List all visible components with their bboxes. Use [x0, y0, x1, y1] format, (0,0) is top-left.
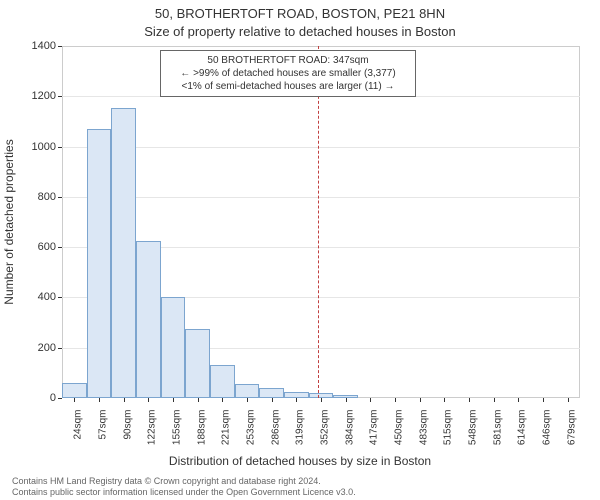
chart-title: 50, BROTHERTOFT ROAD, BOSTON, PE21 8HN: [0, 6, 600, 21]
bar: [111, 108, 136, 398]
bar: [62, 383, 87, 398]
x-tick-mark: [370, 398, 371, 402]
y-tick-mark: [58, 46, 62, 47]
x-tick-label: 679sqm: [566, 410, 577, 446]
x-tick-mark: [247, 398, 248, 402]
y-axis-label: Number of detached properties: [2, 22, 22, 422]
x-tick-label: 319sqm: [295, 410, 306, 446]
y-tick-label: 600: [38, 241, 56, 253]
x-tick-label: 155sqm: [172, 410, 183, 446]
y-tick-mark: [58, 247, 62, 248]
x-tick-label: 646sqm: [542, 410, 553, 446]
bar: [161, 297, 186, 398]
bar: [210, 365, 235, 398]
y-tick-label: 1400: [32, 40, 56, 52]
x-tick-mark: [346, 398, 347, 402]
y-tick-label: 800: [38, 191, 56, 203]
x-tick-mark: [395, 398, 396, 402]
annotation-line-1: 50 BROTHERTOFT ROAD: 347sqm: [167, 54, 409, 67]
x-tick-mark: [99, 398, 100, 402]
x-tick-label: 417sqm: [369, 410, 380, 446]
x-tick-mark: [124, 398, 125, 402]
x-tick-label: 188sqm: [196, 410, 207, 446]
y-tick-label: 0: [50, 392, 56, 404]
y-tick-label: 1200: [32, 90, 56, 102]
annotation-box: 50 BROTHERTOFT ROAD: 347sqm← >99% of det…: [160, 50, 416, 97]
bar: [185, 329, 210, 398]
bar: [259, 388, 284, 398]
y-tick-mark: [58, 96, 62, 97]
chart-subtitle: Size of property relative to detached ho…: [0, 24, 600, 39]
y-tick-mark: [58, 398, 62, 399]
x-tick-mark: [420, 398, 421, 402]
credits-line-1: Contains HM Land Registry data © Crown c…: [12, 476, 588, 487]
bar: [235, 384, 260, 398]
bar: [136, 241, 161, 398]
y-tick-label: 1000: [32, 141, 56, 153]
chart-container: 50, BROTHERTOFT ROAD, BOSTON, PE21 8HN S…: [0, 0, 600, 500]
x-tick-mark: [321, 398, 322, 402]
x-tick-mark: [469, 398, 470, 402]
x-tick-label: 614sqm: [517, 410, 528, 446]
y-tick-mark: [58, 297, 62, 298]
gridline: [62, 147, 580, 148]
x-tick-mark: [198, 398, 199, 402]
x-tick-mark: [543, 398, 544, 402]
y-tick-label: 400: [38, 291, 56, 303]
y-tick-mark: [58, 348, 62, 349]
x-tick-label: 57sqm: [98, 410, 109, 440]
y-tick-mark: [58, 147, 62, 148]
x-tick-label: 548sqm: [468, 410, 479, 446]
x-tick-mark: [296, 398, 297, 402]
x-tick-label: 24sqm: [73, 410, 84, 440]
annotation-line-2: ← >99% of detached houses are smaller (3…: [167, 67, 409, 80]
credits-line-2: Contains public sector information licen…: [12, 487, 588, 498]
x-tick-mark: [222, 398, 223, 402]
x-tick-label: 581sqm: [492, 410, 503, 446]
x-tick-label: 122sqm: [147, 410, 158, 446]
x-axis-label: Distribution of detached houses by size …: [0, 454, 600, 468]
gridline: [62, 197, 580, 198]
x-tick-mark: [173, 398, 174, 402]
x-tick-label: 515sqm: [443, 410, 454, 446]
x-tick-label: 253sqm: [246, 410, 257, 446]
x-tick-label: 286sqm: [270, 410, 281, 446]
y-tick-mark: [58, 197, 62, 198]
x-tick-mark: [568, 398, 569, 402]
x-tick-label: 221sqm: [221, 410, 232, 446]
credits: Contains HM Land Registry data © Crown c…: [12, 476, 588, 499]
x-tick-label: 483sqm: [418, 410, 429, 446]
x-tick-label: 450sqm: [394, 410, 405, 446]
plot-area: 020040060080010001200140024sqm57sqm90sqm…: [62, 46, 580, 398]
x-tick-mark: [148, 398, 149, 402]
x-tick-mark: [494, 398, 495, 402]
x-tick-label: 90sqm: [122, 410, 133, 440]
x-tick-mark: [518, 398, 519, 402]
x-tick-mark: [444, 398, 445, 402]
y-tick-label: 200: [38, 342, 56, 354]
x-tick-mark: [272, 398, 273, 402]
annotation-line-3: <1% of semi-detached houses are larger (…: [167, 80, 409, 93]
x-tick-mark: [74, 398, 75, 402]
bar: [87, 129, 112, 398]
x-tick-label: 384sqm: [344, 410, 355, 446]
x-tick-label: 352sqm: [320, 410, 331, 446]
marker-line: [318, 46, 319, 398]
